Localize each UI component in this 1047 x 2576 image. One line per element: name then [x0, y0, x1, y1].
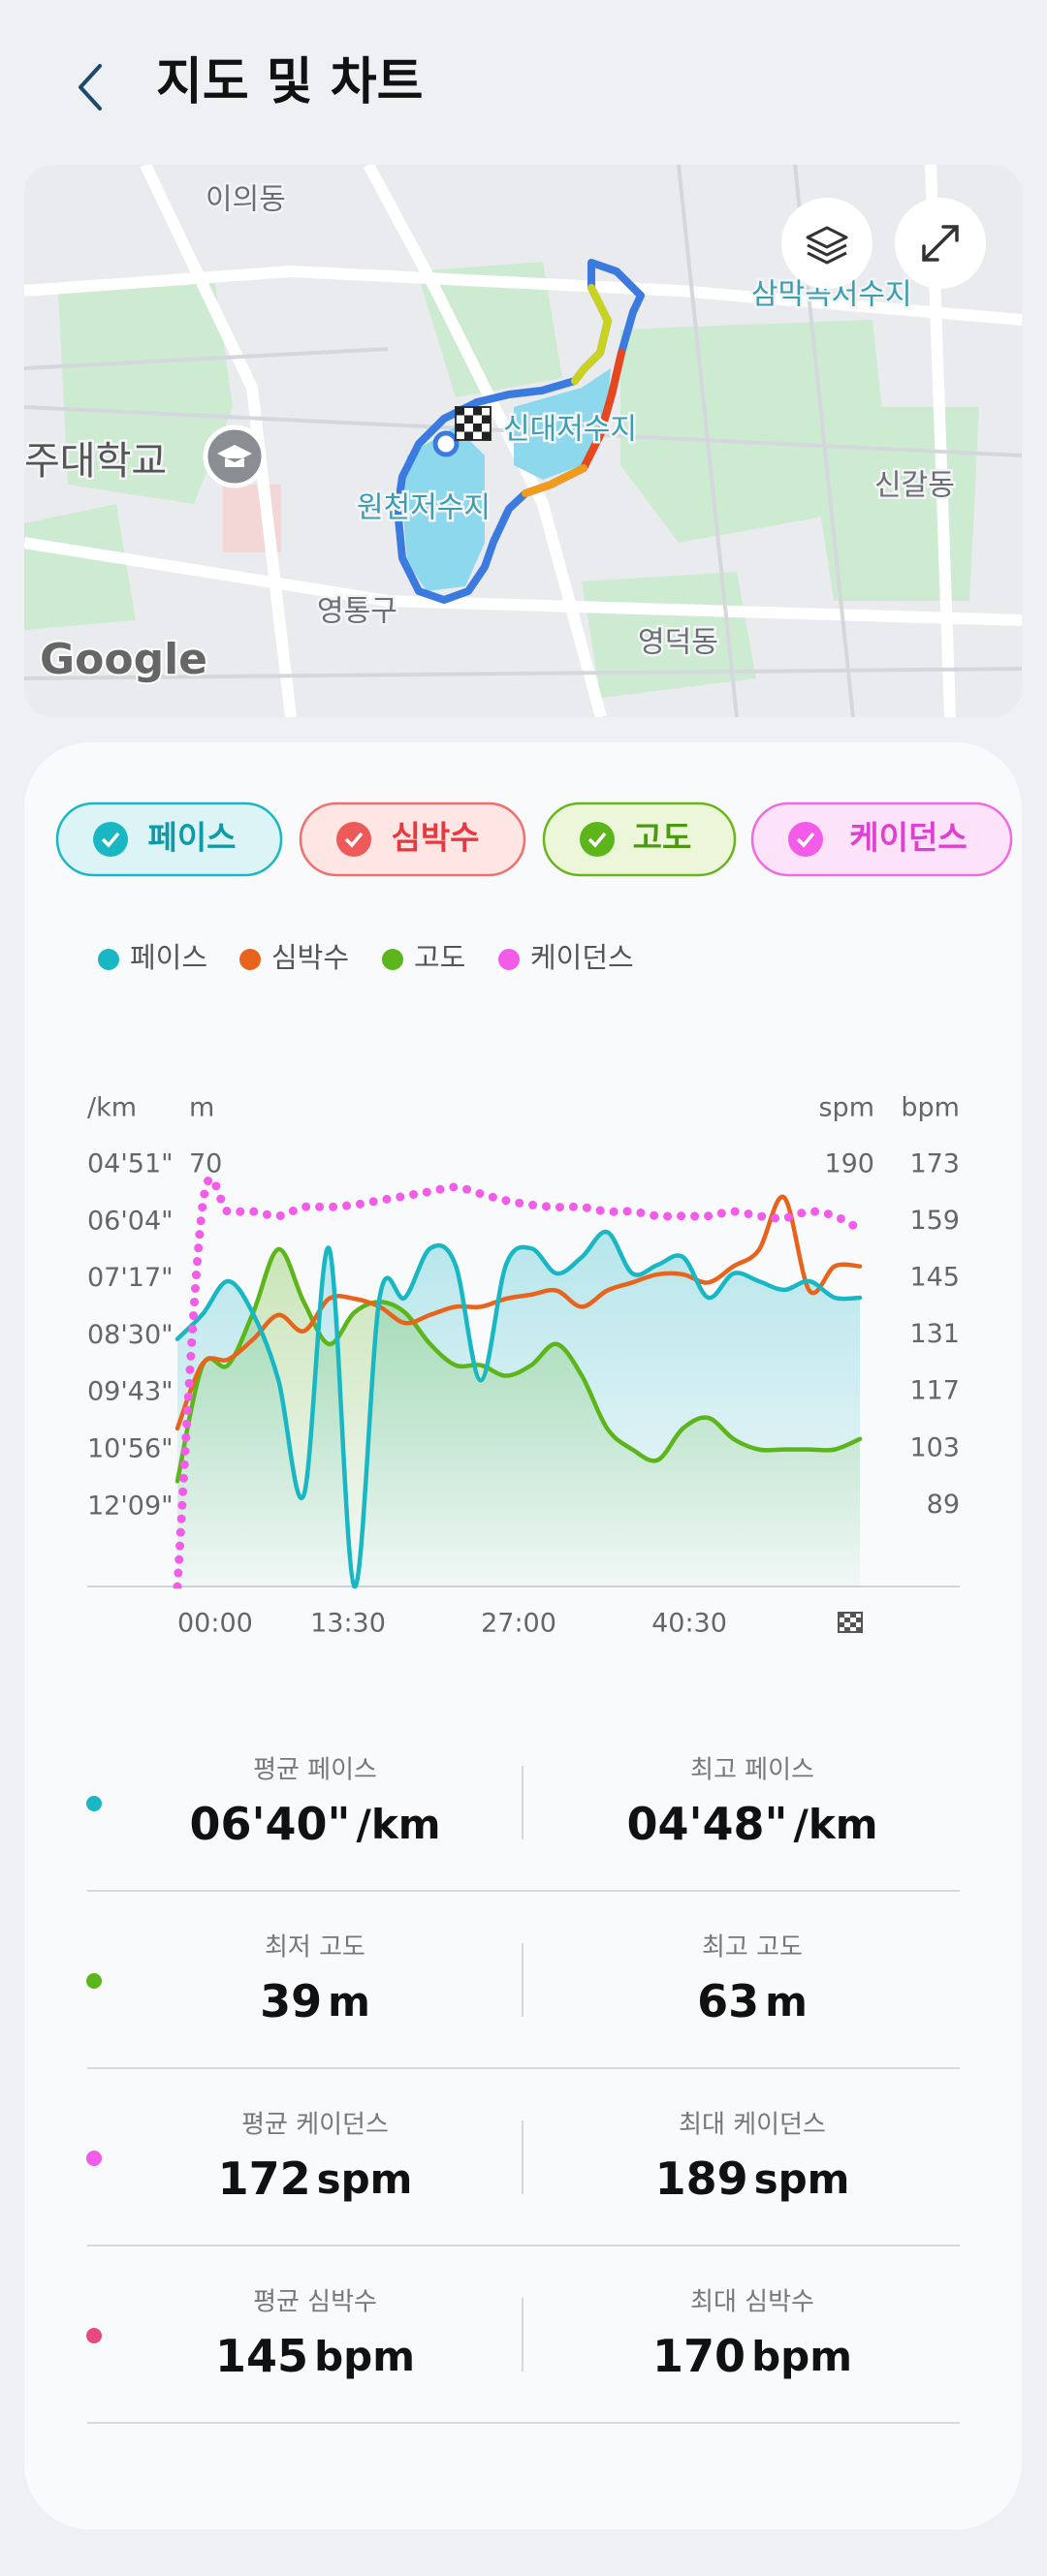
y-tick-label: 117 — [909, 1376, 960, 1406]
line — [174, 1230, 863, 1588]
y-tick-label: 89 — [927, 1490, 960, 1520]
stat-marker — [86, 1973, 102, 1989]
y-tick-label: 08'30" — [87, 1320, 174, 1350]
y-tick-label: 159 — [909, 1206, 960, 1236]
line — [174, 1246, 863, 1484]
stat-value: 63 m — [697, 1975, 808, 2027]
y-tick-label: 145 — [909, 1263, 960, 1293]
page-title: 지도 및 차트 — [156, 53, 423, 111]
stat-value: 170 bpm — [652, 2330, 852, 2382]
back-button[interactable] — [79, 64, 102, 110]
filter-chip[interactable]: 고도 — [542, 801, 737, 877]
stat-label: 최고 고도 — [702, 1933, 803, 1963]
chip-label: 케이던스 — [849, 819, 967, 857]
stat-unit: spm — [317, 2155, 413, 2203]
stat-value: 189 spm — [655, 2152, 850, 2205]
y-tick-label: 131 — [909, 1319, 960, 1349]
y-tick-label: 07'17" — [87, 1263, 174, 1293]
stat-label: 평균 케이던스 — [241, 2111, 389, 2140]
layers-button[interactable] — [781, 198, 872, 289]
stat-value: 06'40"/km — [189, 1798, 440, 1850]
legend-marker — [239, 949, 261, 970]
dotted-line — [173, 1174, 865, 1588]
stat-unit: /km — [794, 1801, 878, 1848]
y-tick-label: 12'09" — [87, 1491, 174, 1521]
y-tick-label: 103 — [909, 1432, 960, 1462]
stat-label: 최대 심박수 — [690, 2288, 814, 2317]
plot — [173, 1174, 865, 1588]
stat-unit: m — [328, 1978, 370, 2026]
x-tick-label: 13:30 — [310, 1609, 386, 1639]
x-tick-label: 00:00 — [177, 1609, 253, 1639]
finish-flag — [838, 1612, 863, 1633]
stat-number: 39 — [260, 1975, 322, 2027]
legend-marker — [382, 949, 403, 970]
header — [0, 0, 1047, 165]
legend-label: 케이던스 — [530, 941, 634, 974]
legend-marker — [98, 949, 119, 970]
stat-unit: spm — [754, 2155, 850, 2203]
y-tick-label: 06'04" — [87, 1206, 174, 1236]
stat-value: 39 m — [260, 1975, 370, 2027]
legend-label: 심박수 — [271, 941, 349, 974]
axis-title: m — [189, 1093, 214, 1123]
legend-marker — [498, 949, 520, 970]
x-tick-label: 40:30 — [651, 1609, 727, 1639]
stat-unit: bpm — [751, 2333, 852, 2380]
stat-marker — [86, 2151, 102, 2166]
map-attribution: Google — [40, 635, 207, 684]
y-tick-label: 190 — [824, 1149, 874, 1179]
axis-title: bpm — [901, 1093, 960, 1123]
stat-marker — [86, 2328, 102, 2343]
stat-number: 04'48" — [626, 1798, 787, 1850]
axis-title: spm — [818, 1093, 874, 1123]
stat-value: 172 spm — [218, 2152, 413, 2205]
x-tick-label: 27:00 — [481, 1609, 556, 1639]
stat-value: 04'48"/km — [626, 1798, 877, 1850]
line — [174, 1194, 863, 1431]
y-tick-label: 10'56" — [87, 1434, 174, 1464]
stat-label: 평균 심박수 — [253, 2288, 377, 2317]
map-label: 영통구 — [317, 595, 397, 629]
filter-chip[interactable]: 케이던스 — [750, 801, 1013, 877]
map-label: 신대저수지 — [503, 413, 637, 447]
expand-button[interactable] — [895, 198, 986, 289]
legend-label: 고도 — [414, 941, 465, 974]
stat-number: 189 — [655, 2152, 748, 2205]
map-label: 영덕동 — [638, 626, 718, 660]
stat-label: 최고 페이스 — [690, 1756, 814, 1785]
stat-label: 평균 페이스 — [253, 1756, 377, 1785]
legend-label: 페이스 — [130, 941, 207, 974]
y-tick-label: 70 — [189, 1149, 222, 1179]
stat-number: 170 — [652, 2330, 746, 2382]
stat-unit: m — [765, 1978, 808, 2026]
filter-chip[interactable]: 심박수 — [299, 801, 526, 877]
y-tick-label: 04'51" — [87, 1149, 174, 1179]
chart-card — [24, 742, 1022, 2529]
stat-number: 145 — [215, 2330, 308, 2382]
axis-title: /km — [87, 1093, 137, 1123]
y-tick-label: 173 — [909, 1149, 960, 1179]
stat-marker — [86, 1796, 102, 1811]
y-tick-label: 09'43" — [87, 1377, 174, 1407]
filter-chip[interactable]: 페이스 — [55, 801, 283, 877]
stat-number: 63 — [697, 1975, 759, 2027]
map-label: 이의동 — [206, 183, 286, 217]
chip-label: 심박수 — [391, 819, 479, 857]
stat-unit: /km — [357, 1801, 441, 1848]
map-label: 원천저수지 — [357, 491, 491, 525]
stat-unit: bpm — [314, 2333, 415, 2380]
stat-number: 172 — [218, 2152, 311, 2205]
stat-label: 최저 고도 — [265, 1933, 365, 1963]
chip-label: 고도 — [633, 819, 692, 857]
map-label: 주대학교 — [24, 439, 167, 484]
stat-value: 145 bpm — [215, 2330, 415, 2382]
stat-number: 06'40" — [189, 1798, 350, 1850]
chip-label: 페이스 — [147, 819, 236, 857]
map-label: 신갈동 — [874, 469, 955, 503]
stat-label: 최대 케이던스 — [679, 2111, 826, 2140]
